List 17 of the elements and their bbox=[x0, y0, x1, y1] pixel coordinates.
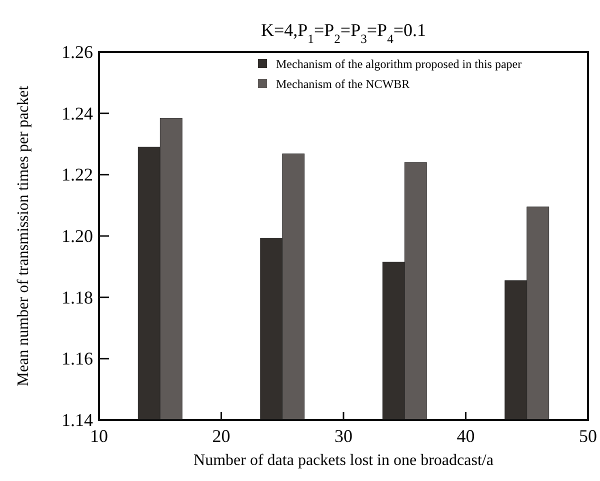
x-tick-label: 20 bbox=[212, 426, 230, 446]
y-tick-label: 1.26 bbox=[62, 42, 93, 62]
y-tick-label: 1.16 bbox=[62, 348, 93, 369]
x-tick-label: 10 bbox=[90, 426, 108, 446]
x-tick-label: 50 bbox=[579, 426, 597, 446]
y-axis-title: Mean number of transmission times per packet bbox=[15, 85, 32, 386]
y-tick-label: 1.24 bbox=[62, 103, 93, 124]
y-tick-label: 1.14 bbox=[62, 410, 93, 430]
y-tick-label: 1.18 bbox=[62, 287, 93, 308]
x-axis-title: Number of data packets lost in one broadcast/a bbox=[194, 452, 494, 469]
chart-title: K=4,P$_{1}$=P$_{2}$=P$_{3}$=P$_{4}$=0.1 bbox=[260, 20, 426, 46]
y-tick-label: 1.20 bbox=[62, 226, 93, 246]
legend-label: Mechanism of the algorithm proposed in this paper bbox=[276, 57, 522, 71]
legend-label: Mechanism of the NCWBR bbox=[276, 77, 410, 91]
y-tick-label: 1.22 bbox=[62, 164, 93, 185]
x-tick-label: 40 bbox=[456, 426, 475, 446]
x-tick-label: 30 bbox=[334, 426, 352, 446]
